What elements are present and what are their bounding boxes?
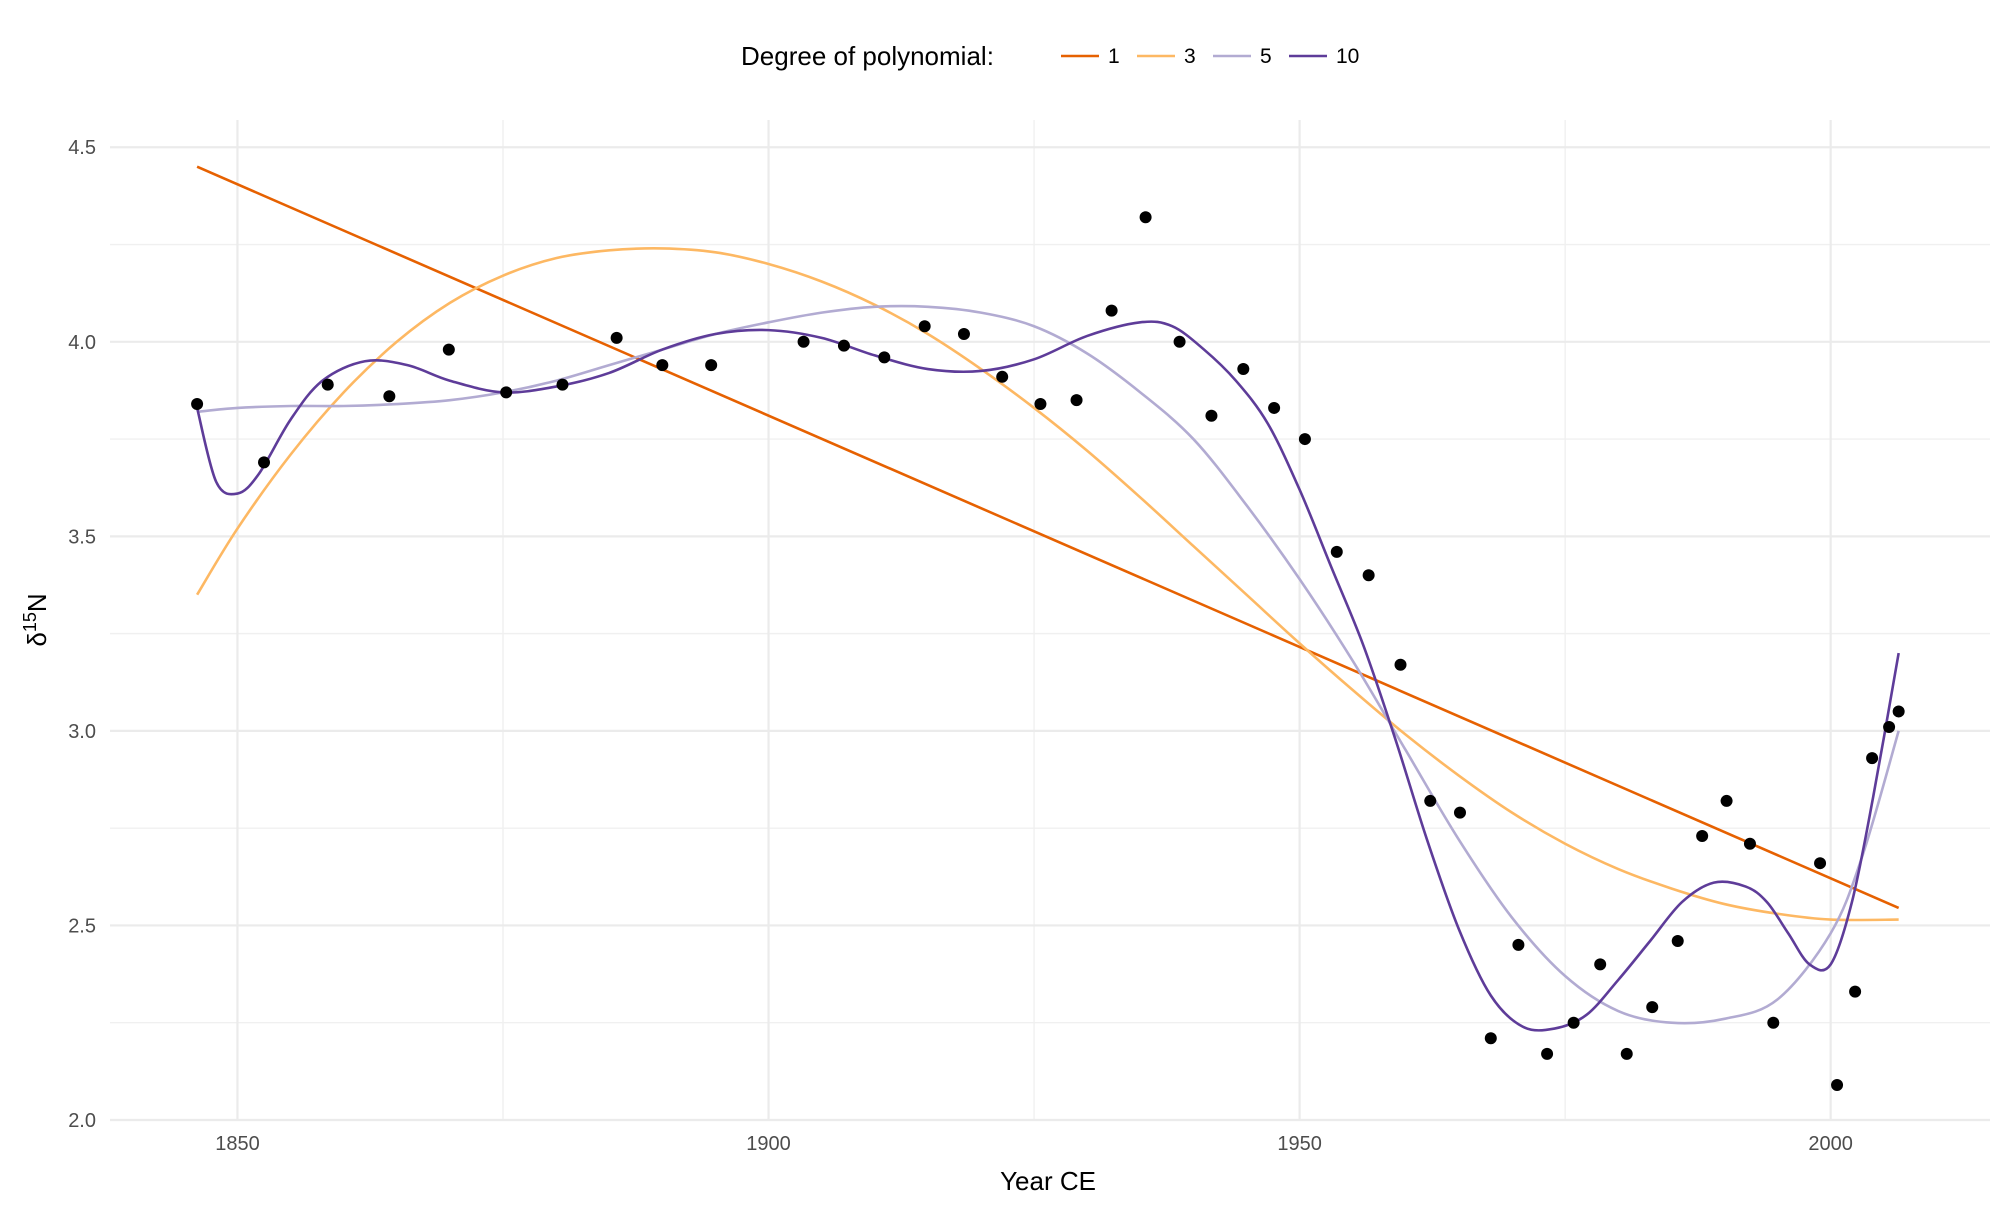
data-point <box>1696 829 1709 842</box>
data-point <box>383 390 396 403</box>
y-axis-title-superscript: 15 <box>20 612 40 632</box>
data-point <box>1105 304 1118 317</box>
data-point <box>1892 705 1905 718</box>
data-point <box>1646 1001 1659 1014</box>
points-layer <box>191 211 1905 1091</box>
data-point <box>1070 394 1083 407</box>
data-point <box>705 359 718 372</box>
data-point <box>1767 1016 1780 1029</box>
legend-label-degree-10: 10 <box>1336 45 1359 68</box>
data-point <box>1034 398 1047 411</box>
legend-label-degree-1: 1 <box>1108 45 1120 68</box>
data-point <box>1620 1047 1633 1060</box>
y-axis-title: δ15N <box>20 593 52 646</box>
data-point <box>1205 409 1218 422</box>
data-point <box>610 331 623 344</box>
data-point <box>1720 794 1733 807</box>
legend-title: Degree of polynomial: <box>741 41 994 71</box>
series-line-degree-1 <box>196 165 1900 910</box>
y-axis-title-tail: N <box>22 593 52 612</box>
x-tick-label: 1900 <box>746 1133 791 1155</box>
y-axis-title-base: δ <box>22 632 52 646</box>
data-point <box>1298 433 1311 446</box>
data-point <box>1362 569 1375 582</box>
data-point <box>1394 658 1407 671</box>
data-point <box>258 456 271 469</box>
data-point <box>996 370 1009 383</box>
data-point <box>1814 857 1827 870</box>
series-line-degree-10 <box>195 320 1900 1032</box>
data-point <box>1512 938 1525 951</box>
y-tick-label: 4.5 <box>68 137 96 159</box>
x-tick-label: 1950 <box>1277 1133 1322 1155</box>
data-point <box>797 335 810 348</box>
data-point <box>1424 794 1437 807</box>
data-point <box>1541 1047 1554 1060</box>
data-point <box>1330 545 1343 558</box>
series-line-degree-5 <box>196 304 1900 1025</box>
data-point <box>1237 363 1250 376</box>
data-point <box>878 351 891 364</box>
y-tick-label: 3.5 <box>68 526 96 548</box>
data-point <box>656 359 669 372</box>
data-point <box>1866 752 1879 765</box>
y-tick-label: 3.0 <box>68 721 96 743</box>
x-tick-label: 1850 <box>215 1133 260 1155</box>
axes-layer: 1850 1900 1950 2000 2.0 2.5 3.0 3.5 4.0 4.5 <box>68 137 1853 1155</box>
data-point <box>500 386 513 399</box>
data-point <box>191 398 204 411</box>
series-layer <box>195 165 1900 1032</box>
data-point <box>1173 335 1186 348</box>
data-point <box>1831 1078 1844 1091</box>
data-point <box>1139 211 1152 224</box>
legend-items: 1 3 5 10 <box>1061 45 1359 68</box>
y-tick-label: 4.0 <box>68 332 96 354</box>
data-point <box>1453 806 1466 819</box>
data-point <box>957 328 970 341</box>
grid-layer <box>110 120 1990 1122</box>
series-line-degree-3 <box>195 247 1899 922</box>
x-axis-title: Year CE <box>1000 1166 1096 1196</box>
x-tick-label: 2000 <box>1808 1133 1853 1155</box>
data-point <box>556 378 569 391</box>
legend-label-degree-3: 3 <box>1184 45 1196 68</box>
data-point <box>1484 1032 1497 1045</box>
data-point <box>321 378 334 391</box>
legend: Degree of polynomial: 1 3 5 10 <box>741 41 1359 71</box>
data-point <box>837 339 850 352</box>
legend-label-degree-5: 5 <box>1260 45 1272 68</box>
y-tick-label: 2.0 <box>68 1110 96 1132</box>
data-point <box>1594 958 1607 971</box>
y-tick-label: 2.5 <box>68 915 96 937</box>
data-point <box>1849 985 1862 998</box>
data-point <box>1268 401 1281 414</box>
data-point <box>1671 935 1684 948</box>
data-point <box>1743 837 1756 850</box>
data-point <box>1567 1016 1580 1029</box>
data-point <box>918 320 931 333</box>
data-point <box>442 343 455 356</box>
data-point <box>1883 721 1896 734</box>
